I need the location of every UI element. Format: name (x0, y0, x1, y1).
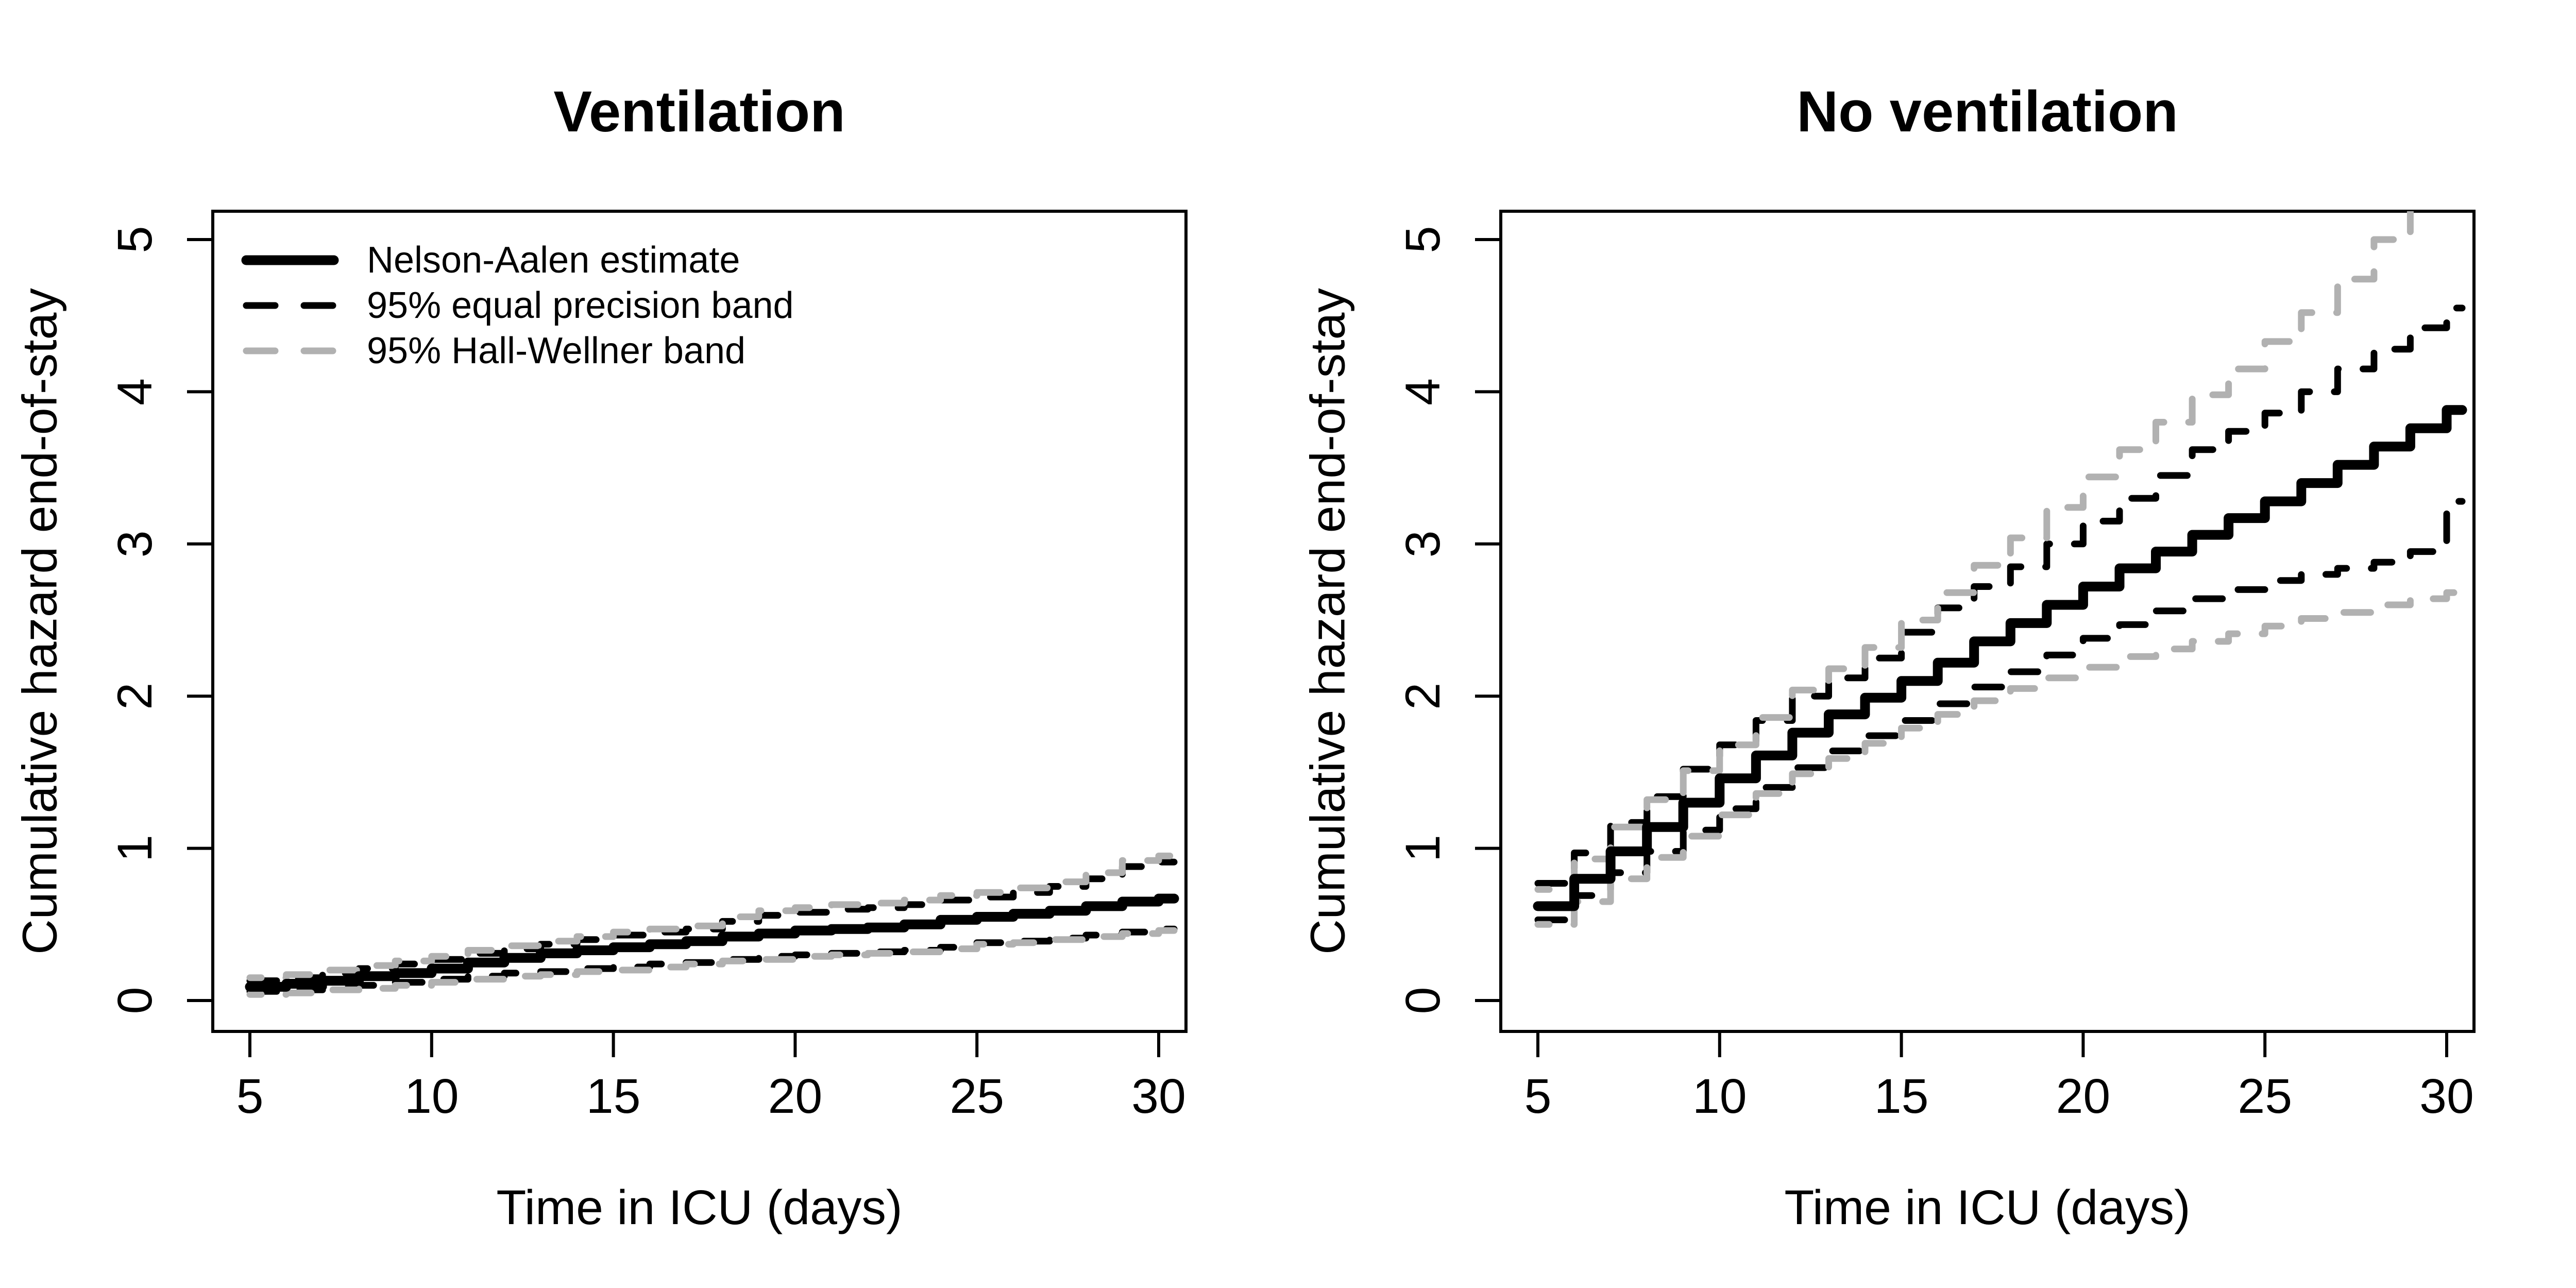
x-tick-label: 15 (1874, 1069, 1929, 1124)
panel-no-ventilation: No ventilation Cumulative hazard end-of-… (1288, 0, 2576, 1288)
y-tick-label: 4 (1396, 378, 1450, 405)
plot-box (1499, 210, 2476, 1033)
y-tick-label: 1 (1396, 835, 1450, 862)
x-tick-label: 5 (236, 1069, 264, 1124)
series-hw-lower (246, 927, 1178, 998)
legend-item-label: 95% Hall-Wellner band (367, 330, 745, 371)
y-tick-label: 0 (1396, 987, 1450, 1014)
plot-area-no-ventilation: 5 10 15 20 25 30 0 1 2 3 4 5 (1396, 210, 2476, 1124)
y-tick-label: 0 (108, 987, 162, 1014)
series-group (1533, 211, 2467, 928)
x-tick-label: 30 (2419, 1069, 2474, 1124)
series-hw-upper (1534, 211, 2414, 893)
series-estimate (245, 893, 1179, 992)
y-tick-label: 5 (1396, 226, 1450, 253)
y-tick-label: 3 (1396, 530, 1450, 557)
series-ep-upper (1534, 304, 2466, 887)
legend-item-label: 95% equal precision band (367, 285, 794, 326)
series-estimate (1533, 405, 2467, 911)
x-tick-label: 25 (2238, 1069, 2292, 1124)
series-hw-lower (1534, 589, 2466, 928)
x-tick-label: 30 (1131, 1069, 1186, 1124)
series-group (245, 852, 1179, 998)
panel-title: No ventilation (1797, 79, 2178, 144)
y-tick-label: 2 (108, 683, 162, 710)
y-tick-label: 5 (108, 226, 162, 253)
x-tick-label: 20 (768, 1069, 823, 1124)
x-tick-label: 20 (2056, 1069, 2111, 1124)
panel-ventilation: Ventilation Cumulative hazard end-of-sta… (13, 79, 1188, 1235)
panel-title: Ventilation (553, 79, 845, 144)
x-axis-label: Time in ICU (days) (1784, 1180, 2191, 1235)
x-tick-label: 5 (1524, 1069, 1552, 1124)
y-tick-label: 4 (108, 378, 162, 405)
legend-item-label: Nelson-Aalen estimate (367, 240, 740, 281)
x-tick-label: 10 (404, 1069, 459, 1124)
plot-box (211, 210, 1188, 1033)
x-tick-label: 10 (1692, 1069, 1747, 1124)
x-tick-label: 15 (586, 1069, 641, 1124)
series-hw-upper (246, 852, 1178, 981)
x-tick-label: 25 (950, 1069, 1004, 1124)
y-tick-label: 3 (108, 530, 162, 557)
x-axis-label: Time in ICU (days) (496, 1180, 903, 1235)
y-tick-label: 1 (108, 835, 162, 862)
y-tick-label: 2 (1396, 683, 1450, 710)
